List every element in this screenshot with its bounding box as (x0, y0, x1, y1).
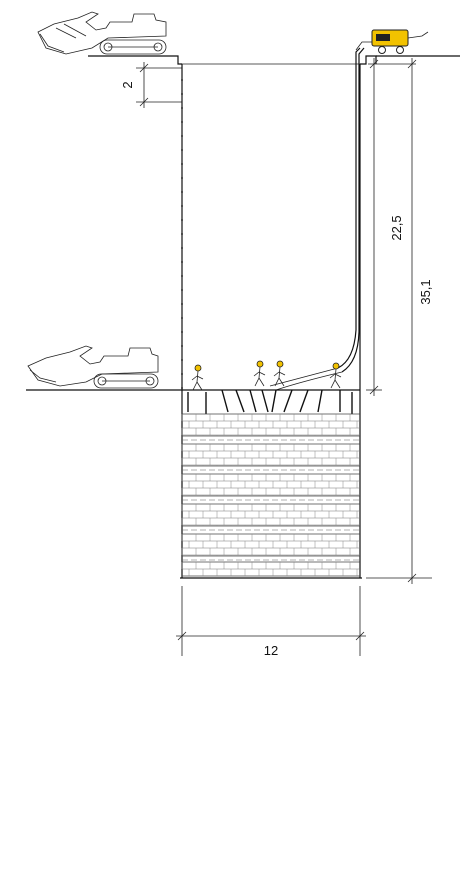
wall-dot (181, 177, 183, 179)
dim-shaft-width-label: 12 (264, 643, 278, 658)
dim-total-depth: 35,1 (366, 58, 433, 584)
worker-icon (191, 364, 204, 391)
drill-holes (187, 389, 353, 414)
drill-line (317, 389, 323, 413)
wall-dot (181, 135, 183, 137)
wall-dot (181, 247, 183, 249)
wall-dot (181, 303, 183, 305)
rock-layer (181, 503, 360, 531)
rock-layers (181, 413, 360, 577)
wall-dot (181, 289, 183, 291)
rock-layer (181, 561, 360, 577)
rock-layer (181, 443, 360, 471)
wall-dot (181, 107, 183, 109)
drill-line (271, 389, 277, 413)
wall-dot (181, 331, 183, 333)
wall-dot (181, 359, 183, 361)
wall-dot (181, 317, 183, 319)
air-compressor-icon (355, 29, 429, 54)
wall-dot (181, 345, 183, 347)
excavator-icon (37, 11, 167, 55)
wall-dot (181, 387, 183, 389)
excavator-icon (27, 345, 159, 389)
drill-line (249, 389, 257, 413)
wall-dot (181, 205, 183, 207)
wall-dot (181, 373, 183, 375)
rock-layer (181, 413, 360, 441)
wall-dot (181, 233, 183, 235)
drill-line (221, 389, 229, 413)
wall-dot (181, 261, 183, 263)
collar-left (170, 55, 182, 65)
wall-dot (181, 93, 183, 95)
dim-top-step: 2 (120, 62, 182, 108)
wall-dot (181, 219, 183, 221)
dim-excavation-depth: 22,5 (366, 58, 416, 396)
worker-icon (329, 362, 342, 389)
wall-dot (181, 79, 183, 81)
rock-layer (181, 533, 360, 561)
worker-icon (253, 360, 266, 387)
wall-anchor-dots (181, 79, 183, 389)
wall-dot (181, 121, 183, 123)
dim-total-depth-label: 35,1 (418, 279, 433, 304)
collar-right (360, 55, 377, 65)
drill-line (299, 389, 309, 413)
drill-line (261, 389, 269, 413)
dim-shaft-width: 12 (176, 586, 366, 658)
worker-icon (273, 360, 286, 387)
drill-line (235, 389, 245, 413)
wall-dot (181, 191, 183, 193)
wall-dot (181, 163, 183, 165)
wall-dot (181, 149, 183, 151)
dim-top-step-label: 2 (120, 81, 135, 88)
air-hoses (269, 47, 365, 391)
drill-line (283, 389, 293, 413)
wall-dot (181, 275, 183, 277)
workers (191, 360, 342, 391)
dim-excavation-depth-label: 22,5 (389, 215, 404, 240)
rock-layer (181, 473, 360, 501)
